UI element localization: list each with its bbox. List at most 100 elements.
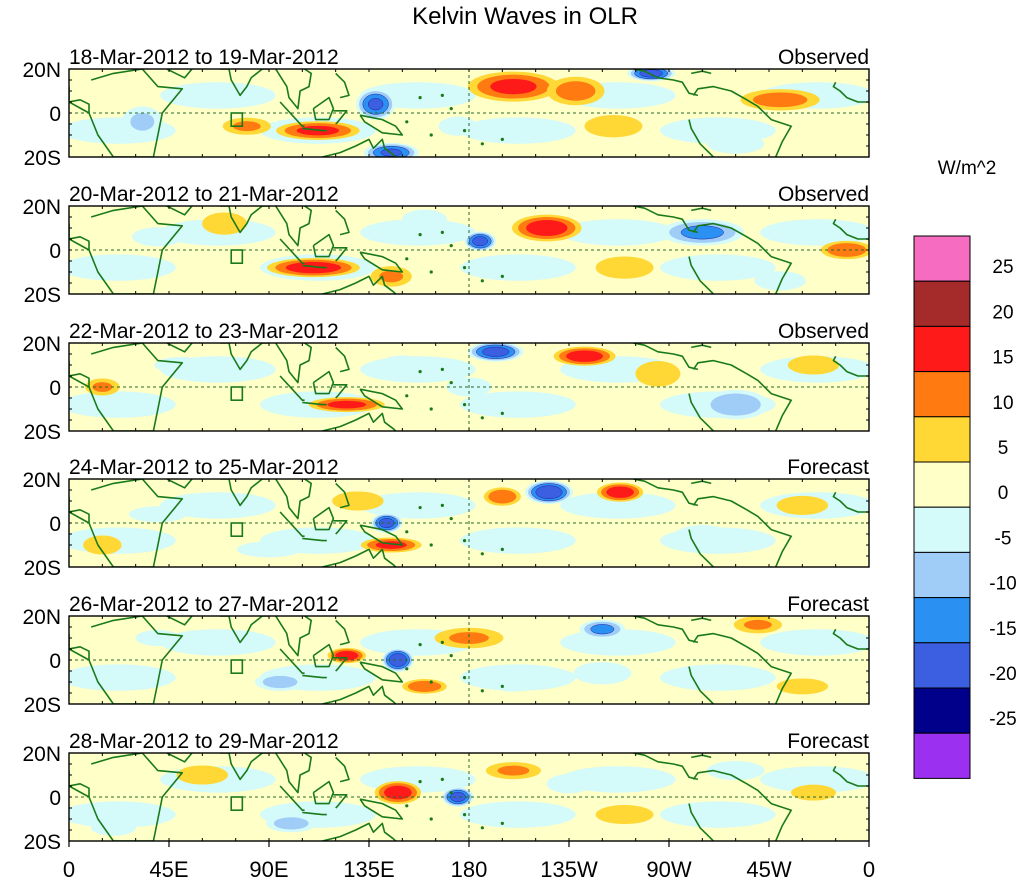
background-blob (460, 254, 576, 281)
coastline (359, 661, 404, 683)
background-blob (460, 391, 576, 418)
contour-band (384, 785, 412, 800)
anomaly-6 (820, 240, 869, 260)
coastlines (69, 206, 869, 294)
panel-period: 26-Mar-2012 to 27-Mar-2012 (69, 593, 339, 616)
anomaly-11 (776, 678, 829, 695)
x-tick-label: 0 (63, 857, 75, 882)
background-blob (160, 629, 276, 656)
anomaly-3 (596, 482, 644, 502)
anomaly-7 (128, 506, 187, 523)
anomaly-1 (524, 480, 574, 505)
panel-period: 18-Mar-2012 to 19-Mar-2012 (69, 46, 339, 69)
y-tick-label: 20S (24, 147, 61, 170)
coastline (335, 346, 350, 373)
contour-band (707, 133, 765, 154)
colorbar-label: 20 (992, 302, 1013, 323)
island (440, 93, 444, 97)
island (480, 416, 484, 420)
contour-band (449, 632, 489, 644)
coastline (166, 206, 203, 216)
coastline (279, 511, 305, 537)
coastline (275, 616, 312, 657)
contour-band (176, 765, 229, 785)
anomaly-7 (90, 819, 136, 836)
coastline (688, 529, 714, 567)
contour-band (273, 817, 309, 830)
coastline (69, 783, 90, 797)
background-blob (760, 219, 869, 246)
contour-band (327, 400, 367, 409)
coastline (832, 355, 869, 377)
contour-band (487, 672, 540, 692)
island (462, 676, 467, 680)
anomaly-9 (673, 525, 732, 548)
coastline (279, 648, 305, 674)
colorbar-swatch (913, 506, 971, 553)
island (480, 689, 484, 693)
anomaly-10 (83, 535, 122, 555)
island (500, 411, 504, 415)
y-tick-label: 0 (49, 377, 61, 400)
island (429, 270, 433, 274)
coastline (279, 785, 305, 811)
x-tick-label: 45E (149, 857, 188, 882)
background-blob (360, 219, 476, 246)
anomaly-5 (706, 761, 765, 781)
anomaly-7 (132, 227, 184, 247)
coastline (832, 628, 869, 650)
contour-band (710, 393, 761, 416)
island (449, 654, 453, 658)
y-tick-label: 20N (22, 469, 61, 492)
contour-band (673, 525, 732, 548)
contour-band (546, 774, 592, 794)
contour-band (790, 784, 836, 801)
colorbar-swatch (913, 687, 971, 734)
anomaly-8 (121, 106, 163, 138)
coastline (275, 69, 312, 110)
island (418, 370, 422, 374)
island (405, 394, 409, 398)
anomaly-9 (379, 355, 425, 375)
index-box (230, 386, 244, 401)
anomaly-2 (483, 487, 521, 506)
contour-band (606, 486, 634, 498)
anomaly-11 (776, 495, 829, 515)
contour-band (490, 78, 537, 95)
coastline (302, 401, 327, 406)
coastline (832, 765, 869, 787)
island (449, 517, 453, 521)
y-tick-label: 0 (49, 650, 61, 673)
colorbar-swatch (913, 325, 971, 373)
coastline (275, 206, 312, 247)
coastline (359, 524, 404, 546)
colorbar-swatch (913, 416, 971, 463)
anomaly-6 (332, 491, 384, 511)
coastline (335, 209, 350, 236)
contour-band (262, 675, 298, 689)
anomaly-3 (579, 619, 626, 639)
anomaly-4 (402, 679, 447, 694)
contour-band (379, 355, 425, 375)
contour-band (402, 209, 448, 229)
colorbar-label: 25 (992, 257, 1013, 278)
anomaly-10 (546, 774, 592, 794)
contour-band (776, 678, 829, 695)
background-blob (69, 254, 176, 281)
coastline (322, 275, 397, 294)
x-tick-label: 135W (540, 857, 598, 882)
coastline (832, 81, 869, 103)
island (449, 107, 453, 111)
anomaly-10 (787, 355, 840, 375)
anomaly-12 (707, 133, 765, 154)
coastline (359, 251, 404, 273)
coastline (335, 72, 350, 99)
island (418, 506, 422, 510)
background-blob (760, 629, 869, 656)
island (418, 96, 422, 100)
contour-band (83, 535, 122, 555)
island (462, 403, 467, 407)
anomaly-5 (660, 219, 745, 246)
y-tick-label: 20N (22, 333, 61, 356)
island (440, 230, 444, 234)
